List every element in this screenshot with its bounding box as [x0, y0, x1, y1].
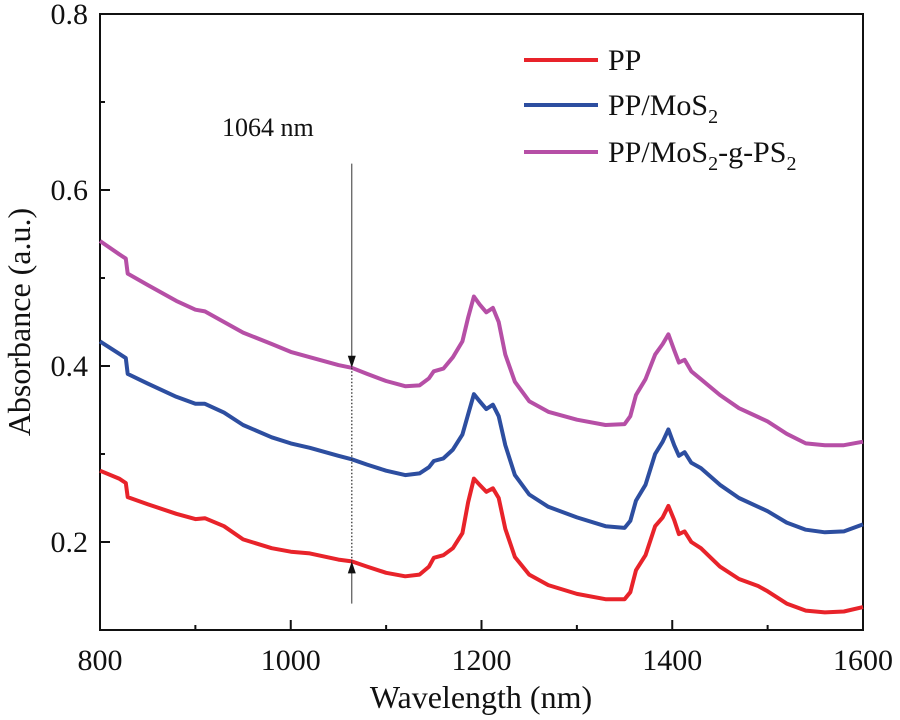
x-tick-label-1200: 1200 [452, 644, 512, 677]
y-axis-ticks: 0.2 0.4 0.6 0.8 [51, 0, 110, 559]
annotation-arrow-down [347, 355, 356, 368]
x-tick-label-1000: 1000 [261, 644, 321, 677]
x-tick-label-800: 800 [78, 644, 123, 677]
legend-label-pp-mos2: PP/MoS2 [608, 89, 718, 128]
y-tick-label-0.4: 0.4 [51, 350, 89, 383]
series-line-pp-mos2 [98, 339, 864, 535]
legend-label-pp-mos2-g-ps2: PP/MoS2-g-PS2 [608, 136, 796, 175]
x-axis-ticks: 800 1000 1200 1400 1600 [78, 620, 893, 677]
annotation-arrow-up [347, 561, 356, 574]
legend-label-pp: PP [608, 44, 641, 77]
x-axis-label: Wavelength (nm) [370, 679, 592, 715]
y-tick-label-0.6: 0.6 [51, 174, 89, 207]
x-tick-label-1600: 1600 [833, 644, 893, 677]
y-axis-label: Absorbance (a.u.) [1, 208, 37, 436]
annotation-1064nm: 1064 nm [222, 113, 356, 604]
series-layer [98, 239, 864, 615]
y-tick-label-0.8: 0.8 [51, 0, 89, 31]
series-line-pp [99, 468, 864, 615]
annotation-text: 1064 nm [222, 113, 314, 142]
y-tick-label-0.2: 0.2 [51, 526, 89, 559]
plot-frame [99, 13, 864, 631]
series-line-pp-mos2-g-ps2 [98, 239, 864, 448]
legend: PP PP/MoS2 PP/MoS2-g-PS2 [524, 44, 796, 175]
x-tick-label-1400: 1400 [642, 644, 702, 677]
